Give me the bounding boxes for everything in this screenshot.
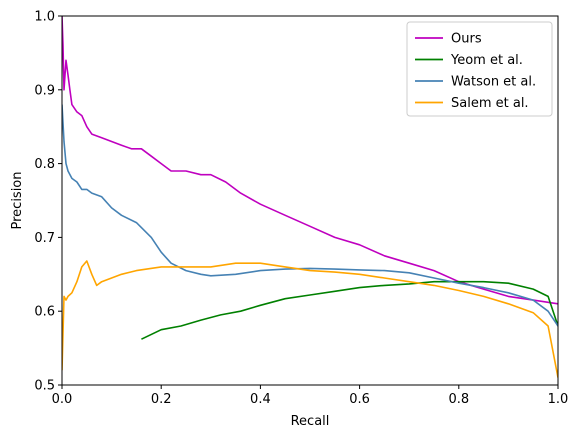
y-tick-label: 0.6 — [34, 305, 55, 320]
x-tick-label: 0.2 — [151, 392, 172, 407]
x-tick-label: 0.4 — [250, 392, 271, 407]
series-layer — [62, 16, 558, 378]
y-tick-label: 0.7 — [34, 231, 55, 246]
y-tick-label: 0.9 — [34, 83, 55, 98]
legend-label-1: Yeom et al. — [450, 53, 523, 68]
legend-box — [406, 21, 553, 117]
x-tick-label: 0.8 — [448, 392, 469, 407]
x-axis-label: Recall — [291, 414, 330, 429]
x-tick-label: 1.0 — [548, 392, 569, 407]
series-line-3 — [62, 260, 558, 378]
legend-label-0: Ours — [451, 32, 482, 47]
legend: Ours Yeom et al. Watson et al. Salem et al. — [406, 21, 553, 117]
x-tick-label: 0.6 — [349, 392, 370, 407]
series-line-0 — [62, 16, 558, 305]
y-tick-label: 0.8 — [34, 157, 55, 172]
y-axis-label: Precision — [10, 171, 25, 229]
x-tick-label: 0.0 — [52, 392, 73, 407]
series-line-2 — [62, 104, 558, 327]
ticks-layer: 0.0 0.2 0.4 0.6 0.8 1.0 0.5 0.6 0.7 0.8 0.9 1.0 — [34, 10, 568, 408]
legend-label-2: Watson et al. — [451, 75, 536, 90]
legend-label-3: Salem et al. — [451, 96, 529, 111]
y-tick-label: 0.5 — [34, 379, 55, 394]
series-line-1 — [141, 280, 558, 340]
y-tick-label: 1.0 — [34, 10, 55, 25]
plot-frame — [61, 15, 559, 386]
